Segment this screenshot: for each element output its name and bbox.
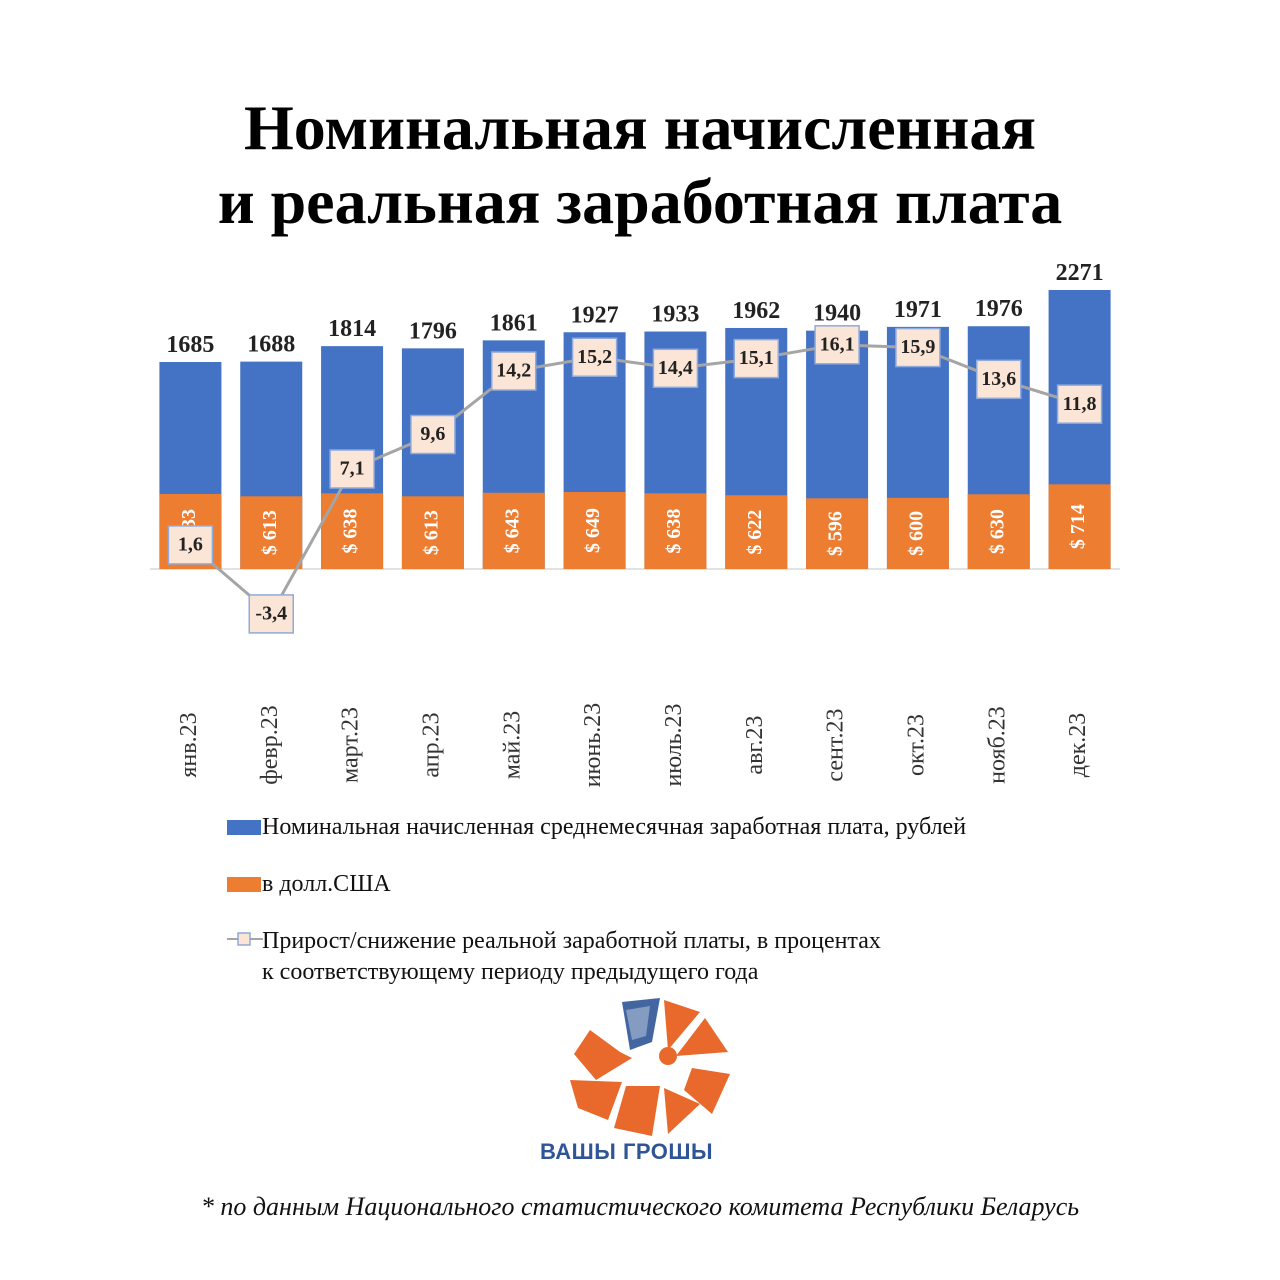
real-growth-label-сент.23: 16,1	[820, 333, 855, 355]
legend-item-real-growth: Прирост/снижение реальной заработной пла…	[262, 928, 881, 954]
label-rub-окт.23: 1971	[894, 297, 942, 323]
category-label-авг.23: авг.23	[742, 715, 768, 774]
category-label-июнь.23: июнь.23	[580, 703, 606, 788]
category-label-март.23: март.23	[338, 707, 364, 783]
logo-text: ВАШЫ ГРОШЫ	[540, 1139, 714, 1164]
category-label-июль.23: июль.23	[661, 703, 687, 786]
category-label-янв.23: янв.23	[176, 712, 202, 777]
real-growth-marker-окт.23	[895, 327, 941, 368]
label-rub-февр.23: 1688	[247, 332, 295, 358]
category-label-окт.23: окт.23	[903, 714, 929, 776]
legend-item-usd: в долл.США	[262, 871, 391, 897]
label-rub-май.23: 1861	[490, 310, 538, 336]
legend-swatch-blue	[227, 820, 261, 835]
real-growth-marker-июнь.23	[571, 337, 618, 377]
footnote: * по данным Национального статистическог…	[200, 1192, 1080, 1221]
bar-usd-июнь.23	[563, 492, 626, 569]
label-usd-март.23: $ 638	[340, 509, 362, 554]
label-usd-май.23: $ 643	[501, 508, 523, 553]
bar-usd-май.23	[482, 492, 545, 569]
label-usd-нояб.23: $ 630	[986, 509, 1008, 554]
label-usd-авг.23: $ 622	[744, 510, 766, 555]
title-line-2: и реальная заработная плата	[217, 166, 1063, 237]
label-usd-февр.23: $ 613	[259, 510, 281, 555]
real-growth-marker-март.23	[329, 449, 375, 489]
category-label-сент.23: сент.23	[823, 708, 849, 781]
bar-usd-февр.23	[240, 496, 303, 569]
real-growth-label-июнь.23: 15,2	[577, 346, 612, 368]
real-growth-label-февр.23: -3,4	[255, 603, 287, 625]
label-rub-апр.23: 1796	[409, 318, 457, 344]
real-growth-marker-дек.23	[1056, 384, 1103, 424]
real-growth-marker-июль.23	[652, 348, 699, 389]
category-label-дек.23: дек.23	[1065, 713, 1091, 778]
real-growth-marker-февр.23	[248, 594, 294, 634]
legend-item-real-growth-2: к соответствующему периоду предыдущего г…	[262, 959, 759, 985]
legend-line-icon	[227, 932, 263, 946]
real-growth-label-май.23: 14,2	[496, 360, 531, 382]
label-usd-окт.23: $ 600	[906, 511, 928, 556]
label-rub-авг.23: 1962	[732, 298, 780, 324]
label-rub-июнь.23: 1927	[571, 302, 619, 328]
real-growth-marker-сент.23	[814, 325, 860, 365]
bar-usd-апр.23	[401, 496, 464, 569]
real-growth-marker-апр.23	[410, 414, 456, 455]
bar-usd-окт.23	[886, 497, 949, 569]
label-rub-сент.23: 1940	[813, 301, 861, 327]
label-usd-июнь.23: $ 649	[582, 508, 604, 553]
bar-usd-нояб.23	[967, 494, 1030, 569]
label-usd-июль.23: $ 638	[663, 509, 685, 554]
label-usd-апр.23: $ 613	[421, 510, 443, 555]
bar-usd-авг.23	[725, 495, 788, 569]
legend-swatch-orange	[227, 877, 261, 892]
title-line-1: Номинальная начисленная	[243, 92, 1037, 163]
category-label-апр.23: апр.23	[418, 712, 444, 777]
label-rub-март.23: 1814	[328, 316, 376, 342]
real-growth-marker-нояб.23	[976, 359, 1022, 400]
real-growth-label-авг.23: 15,1	[739, 347, 774, 369]
real-growth-label-окт.23: 15,9	[900, 336, 935, 358]
legend-item-nominal: Номинальная начисленная среднемесячная з…	[262, 814, 967, 840]
real-growth-marker-май.23	[491, 351, 537, 391]
real-growth-label-янв.23: 1,6	[178, 534, 203, 556]
real-growth-label-апр.23: 9,6	[420, 423, 445, 445]
bar-usd-июль.23	[644, 493, 707, 569]
label-usd-сент.23: $ 596	[825, 511, 847, 556]
label-rub-янв.23: 1685	[166, 332, 214, 358]
real-growth-label-дек.23: 11,8	[1063, 393, 1097, 415]
logo-icon	[570, 998, 730, 1136]
category-label-февр.23: февр.23	[257, 705, 283, 785]
real-growth-marker-янв.23	[167, 525, 214, 565]
category-label-май.23: май.23	[499, 711, 525, 780]
label-rub-июль.23: 1933	[651, 302, 699, 328]
real-growth-label-июль.23: 14,4	[658, 357, 693, 379]
label-rub-дек.23: 2271	[1056, 260, 1104, 286]
real-growth-label-март.23: 7,1	[340, 458, 365, 480]
label-rub-нояб.23: 1976	[975, 296, 1023, 322]
bar-usd-сент.23	[806, 498, 869, 569]
bar-usd-дек.23	[1048, 484, 1111, 569]
category-label-нояб.23: нояб.23	[984, 706, 1010, 784]
real-growth-marker-авг.23	[733, 338, 779, 379]
label-usd-дек.23: $ 714	[1067, 504, 1089, 549]
real-growth-label-нояб.23: 13,6	[981, 368, 1016, 390]
